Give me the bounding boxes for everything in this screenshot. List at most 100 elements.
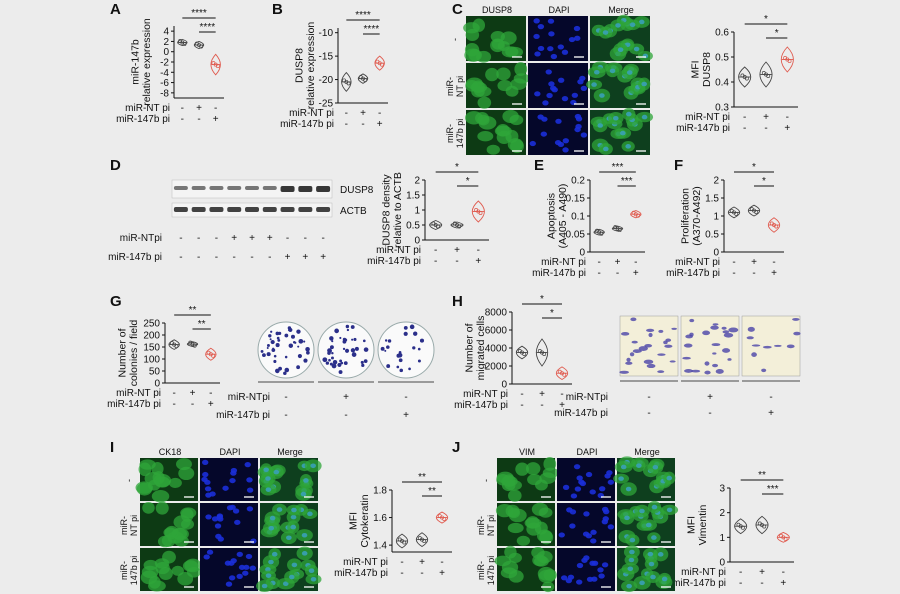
nucleus [581,557,588,563]
sign: - [214,103,217,114]
colony [360,360,364,364]
nucleus [537,45,545,52]
colony [329,362,333,366]
micrograph-row-label-line: 147b pi [129,556,139,586]
cell [473,86,492,97]
sign: + [784,123,790,134]
nucleus [617,47,624,53]
data-point [215,64,220,69]
y-tick-label: 1.5 [705,194,719,205]
nucleus [597,123,604,128]
migrated-cell [657,353,666,356]
colony [403,331,408,336]
nucleus [547,18,555,24]
sign: - [739,578,742,589]
colony [275,368,280,374]
violin [341,71,352,92]
sign: - [215,233,218,244]
y-tick-label: 1 [713,212,719,223]
colony [284,333,289,338]
nucleus [604,473,611,479]
micrograph-column-label: Merge [608,5,634,15]
nucleus [573,25,581,32]
violin [535,338,549,367]
y-axis-label-line: relative to ACTB [392,172,404,248]
sign: - [181,114,184,125]
migrated-cell [665,338,672,342]
cell [505,129,519,143]
colony [387,339,392,343]
nucleus [620,464,627,470]
y-axis-label-line: (A370-A492) [691,186,703,246]
panel-letter-i: I [110,439,114,456]
cell [155,501,169,515]
migrated-cell [671,327,678,330]
row-label-nt: miR-NT pi [289,108,334,119]
significance-label: ** [428,486,436,497]
y-axis-label: DUSP8 relative expression [293,22,317,110]
nucleus [652,464,659,470]
violin [450,221,464,229]
nucleus [244,462,251,468]
nucleus [585,471,593,478]
y-tick-label: 0.6 [715,28,729,39]
y-tick-label: 0 [154,379,160,390]
nucleus [607,479,615,485]
nucleus [249,565,256,571]
micrograph-column-label: DUSP8 [482,5,512,15]
migrated-cell [646,328,655,333]
y-tick-label: 0.5 [406,221,420,232]
micrograph-column-label: DAPI [576,447,597,457]
nucleus [557,141,565,148]
y-axis-label-line: Vimentin [697,505,709,546]
data-point [192,343,197,348]
colony [287,326,292,330]
nucleus [620,130,626,136]
nucleus [215,533,222,539]
nucleus [236,551,244,557]
migrated-cell [669,360,676,363]
y-axis-label: Number of migrated cells [463,316,487,381]
sign: + [768,408,774,419]
nucleus [534,91,541,97]
band [209,186,224,190]
sign: - [284,410,287,421]
micrograph-tile [557,458,615,501]
sign: - [404,392,407,403]
y-axis-label-line: MFI [689,60,701,78]
violin [515,345,529,360]
nucleus [242,570,249,576]
sign: + [249,233,255,244]
row-label-nt: miR-NT pi [681,567,726,578]
nucleus [228,575,236,581]
significance-label: ** [189,305,197,316]
panel-letter-a: A [110,1,121,18]
micrograph-column-label: VIM [519,447,535,457]
cell [505,85,519,97]
y-tick-label: 1.6 [373,513,387,524]
sign: + [633,268,639,279]
nucleus [625,111,632,117]
sign: - [197,114,200,125]
micrograph-row-label-line: - [124,479,134,482]
cell [508,552,522,563]
y-tick-label: 1.4 [373,541,387,552]
migrated-cell [691,369,701,373]
nucleus [290,514,297,520]
migrated-cell [747,326,755,332]
migrated-cell [721,326,727,330]
band [245,207,259,212]
nucleus [303,478,309,483]
nucleus [651,535,657,540]
cell [485,67,499,82]
sign: - [179,252,182,263]
migrated-cell [621,332,630,336]
y-tick-label: 0.15 [566,194,586,205]
data-point [346,81,351,86]
sign: - [760,578,763,589]
migrated-cell [773,344,782,347]
y-axis-label: miR-147b relative expression [129,18,153,106]
sign: + [771,268,777,279]
data-point [402,540,407,545]
